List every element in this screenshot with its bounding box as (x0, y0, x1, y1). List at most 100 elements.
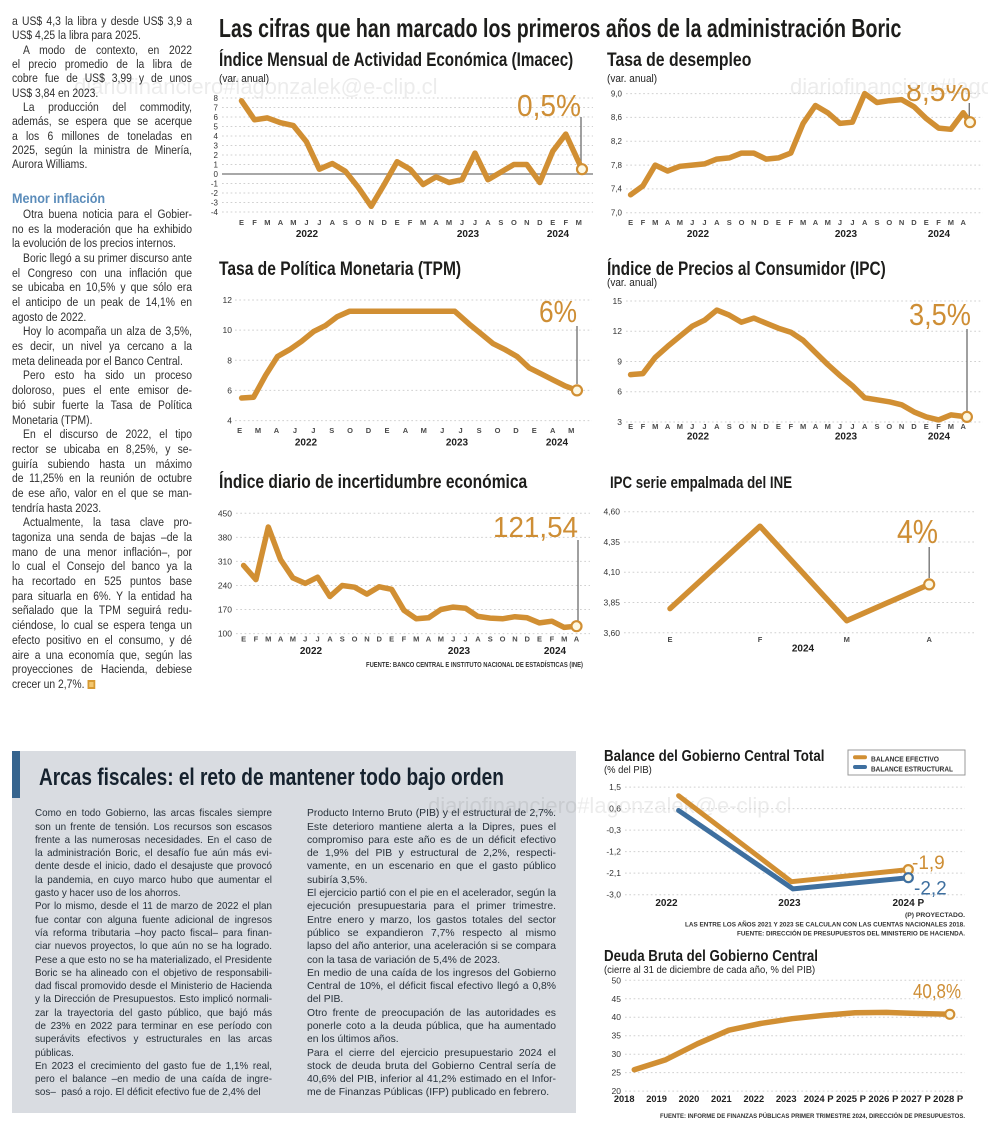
svg-text:2024: 2024 (928, 229, 951, 240)
svg-text:M: M (290, 634, 296, 643)
svg-text:J: J (317, 218, 321, 227)
svg-text:2023: 2023 (448, 646, 471, 657)
svg-text:8,6: 8,6 (611, 113, 623, 122)
svg-text:A: A (475, 634, 481, 643)
svg-text:J: J (459, 426, 463, 435)
svg-text:J: J (702, 218, 706, 227)
svg-text:FUENTE: BANCO CENTRAL E INSTIT: FUENTE: BANCO CENTRAL E INSTITUTO NACION… (366, 660, 583, 669)
svg-text:6: 6 (617, 387, 622, 397)
svg-text:A: A (862, 422, 868, 431)
svg-text:F: F (252, 218, 257, 227)
svg-text:J: J (850, 218, 854, 227)
svg-text:S: S (498, 218, 503, 227)
svg-text:6: 6 (227, 385, 232, 395)
svg-text:N: N (751, 422, 756, 431)
svg-text:D: D (381, 218, 387, 227)
svg-text:6: 6 (214, 113, 219, 122)
svg-text:F: F (641, 218, 646, 227)
svg-text:J: J (293, 426, 297, 435)
svg-text:J: J (460, 218, 464, 227)
svg-text:9: 9 (617, 357, 622, 367)
svg-text:S: S (488, 634, 493, 643)
svg-text:4,10: 4,10 (603, 567, 620, 577)
svg-text:S: S (340, 634, 345, 643)
svg-text:F: F (789, 422, 794, 431)
svg-text:J: J (304, 218, 308, 227)
svg-text:7: 7 (214, 103, 219, 112)
svg-text:E: E (532, 426, 537, 435)
svg-text:E: E (239, 218, 244, 227)
svg-text:2024 P: 2024 P (892, 898, 924, 909)
svg-text:E: E (384, 426, 389, 435)
svg-text:S: S (477, 426, 482, 435)
svg-text:2023: 2023 (835, 431, 858, 442)
svg-text:A: A (403, 426, 409, 435)
svg-text:5: 5 (214, 122, 219, 131)
svg-text:M: M (421, 426, 427, 435)
svg-text:2: 2 (214, 151, 219, 160)
svg-text:7,8: 7,8 (611, 161, 623, 170)
svg-text:2024: 2024 (928, 431, 951, 442)
svg-text:(P) PROYECTADO.: (P) PROYECTADO. (905, 912, 965, 919)
svg-text:D: D (537, 218, 543, 227)
svg-text:O: O (355, 218, 361, 227)
svg-text:2023: 2023 (835, 229, 858, 240)
svg-text:F: F (936, 422, 941, 431)
svg-text:D: D (911, 422, 917, 431)
svg-text:2019: 2019 (646, 1094, 667, 1104)
svg-text:7,0: 7,0 (611, 209, 623, 218)
svg-text:FUENTE: INFORME DE FINANZAS PÚ: FUENTE: INFORME DE FINANZAS PÚBLICAS PRI… (660, 1111, 965, 1120)
svg-text:M: M (420, 218, 426, 227)
svg-text:40: 40 (612, 1012, 622, 1022)
svg-text:2023: 2023 (776, 1094, 797, 1104)
svg-text:A: A (274, 426, 280, 435)
svg-text:J: J (463, 634, 467, 643)
svg-text:M: M (844, 635, 850, 644)
svg-text:A: A (813, 422, 819, 431)
svg-text:0: 0 (214, 170, 219, 179)
svg-text:2020: 2020 (679, 1094, 700, 1104)
svg-text:N: N (368, 218, 373, 227)
svg-text:M: M (568, 426, 574, 435)
svg-text:J: J (850, 422, 854, 431)
svg-text:FUENTE: DIRECCIÓN DE PRESUPUES: FUENTE: DIRECCIÓN DE PRESUPUESTOS DEL MI… (737, 929, 965, 938)
svg-text:2024 P: 2024 P (804, 1094, 834, 1104)
svg-text:2022: 2022 (743, 1094, 764, 1104)
svg-text:N: N (512, 634, 517, 643)
svg-text:M: M (800, 422, 806, 431)
svg-text:F: F (641, 422, 646, 431)
svg-text:J: J (702, 422, 706, 431)
svg-text:2027 P: 2027 P (901, 1094, 931, 1104)
svg-text:BALANCE EFECTIVO: BALANCE EFECTIVO (871, 755, 939, 764)
svg-text:450: 450 (218, 508, 232, 518)
svg-text:45: 45 (612, 994, 622, 1004)
svg-text:8: 8 (214, 94, 219, 103)
svg-text:20: 20 (612, 1086, 622, 1096)
svg-text:4: 4 (227, 416, 232, 426)
svg-text:7,4: 7,4 (611, 185, 623, 194)
svg-text:E: E (537, 634, 542, 643)
svg-text:10: 10 (223, 325, 233, 335)
svg-text:0,6: 0,6 (609, 804, 621, 814)
svg-text:A: A (550, 426, 556, 435)
svg-text:121,54: 121,54 (493, 512, 578, 544)
svg-text:E: E (924, 422, 929, 431)
svg-text:2018: 2018 (614, 1094, 635, 1104)
svg-text:M: M (255, 426, 261, 435)
svg-text:A: A (665, 422, 671, 431)
svg-text:4,60: 4,60 (603, 507, 620, 517)
svg-text:M: M (677, 422, 683, 431)
svg-text:D: D (763, 218, 769, 227)
svg-text:F: F (789, 218, 794, 227)
svg-text:M: M (265, 634, 271, 643)
svg-text:A: A (433, 218, 439, 227)
svg-text:N: N (524, 218, 529, 227)
svg-text:S: S (343, 218, 348, 227)
svg-text:35: 35 (612, 1031, 622, 1041)
svg-text:25: 25 (612, 1068, 622, 1078)
svg-text:A: A (278, 218, 284, 227)
svg-text:2024: 2024 (547, 229, 570, 240)
svg-text:0,5%: 0,5% (517, 88, 581, 123)
svg-text:-1,9: -1,9 (912, 853, 945, 874)
svg-text:E: E (237, 426, 242, 435)
